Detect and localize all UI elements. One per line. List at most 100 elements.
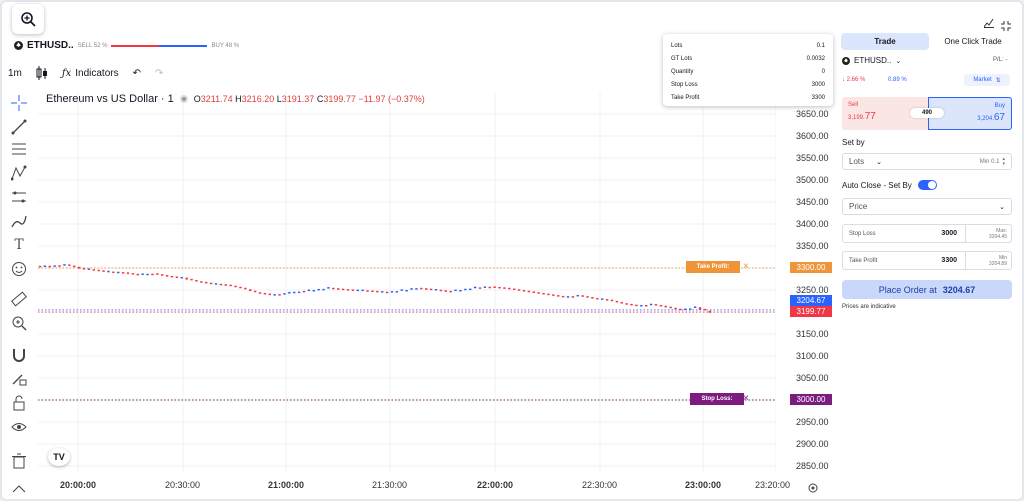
candle (645, 304, 648, 307)
forecast-icon[interactable] (8, 188, 30, 206)
candle (581, 295, 584, 297)
take-profit-close-icon[interactable]: × (743, 261, 749, 272)
candle (288, 291, 291, 294)
candle (244, 287, 247, 290)
stepper-icon[interactable]: ▴ ▾ (1002, 155, 1005, 167)
chart-legend: Ethereum vs US Dollar · 1 O3211.74 H3216… (46, 93, 425, 105)
price-chart[interactable] (38, 92, 776, 472)
ruler-icon[interactable] (8, 290, 30, 308)
fullscreen-icon[interactable] (1001, 18, 1011, 36)
popup-row: GT Lots 0.0032 (671, 55, 825, 62)
place-order-button[interactable]: Place Order at 3204.67 (842, 280, 1012, 299)
lots-label: Lots (849, 157, 865, 166)
crosshair-icon[interactable] (8, 94, 30, 112)
function-icon: ƒx (61, 67, 72, 79)
panel-symbol[interactable]: ETHUSD.. ⌄ (842, 56, 901, 65)
stop-loss-close-icon[interactable]: × (743, 393, 749, 404)
sell-price-main: 3,199. (848, 115, 865, 121)
price-axis-label: 3350.00 (796, 241, 829, 251)
candle (698, 307, 702, 310)
candle (126, 272, 130, 274)
stop-loss-value[interactable]: 3000 (941, 230, 957, 237)
candle (444, 290, 447, 292)
zoom-button[interactable] (12, 4, 44, 34)
pattern-icon[interactable] (8, 164, 30, 182)
brush-icon[interactable] (8, 212, 30, 230)
magnet-icon[interactable] (8, 346, 30, 364)
sell-bar (111, 44, 160, 47)
candle (195, 280, 198, 282)
candle (263, 292, 267, 295)
candle-type-icon[interactable] (36, 66, 48, 80)
candle (469, 288, 472, 291)
chart-type-icon[interactable] (983, 18, 994, 31)
market-button[interactable]: Market ⇅ (964, 74, 1010, 86)
candle (503, 287, 506, 289)
candle (161, 274, 164, 276)
candle (327, 287, 330, 289)
take-profit-value[interactable]: 3300 (941, 257, 957, 264)
trash-icon[interactable] (8, 452, 30, 470)
chart-toolbar: 1m ƒx Indicators ↶ ↷ (8, 64, 163, 82)
lock-icon[interactable] (8, 394, 30, 412)
candle (425, 288, 428, 290)
price-axis[interactable]: 3650.00 3600.00 3550.00 3500.00 3450.00 3400.… (776, 100, 832, 480)
candle (190, 278, 193, 281)
text-icon[interactable]: T (14, 237, 24, 253)
candle (498, 286, 501, 289)
candle (659, 304, 663, 307)
collapse-icon[interactable] (8, 480, 30, 498)
candle (351, 289, 355, 291)
redo-icon[interactable]: ↷ (155, 67, 164, 79)
take-profit-label: Take Profit (849, 257, 878, 264)
candle (449, 290, 452, 293)
take-profit-input[interactable]: Take Profit 3300 Min 3204.89 (842, 251, 1012, 270)
fib-lines-icon[interactable] (8, 140, 30, 158)
magnifier-icon[interactable] (8, 314, 30, 332)
price-axis-label: 3150.00 (796, 329, 829, 339)
stop-loss-input[interactable]: Stop Loss 3000 Max: 3204.45 (842, 224, 1012, 243)
candle (664, 305, 667, 308)
lots-select[interactable]: Lots ⌄ Min 0.1 ▴ ▾ (842, 153, 1012, 170)
stop-loss-order-label[interactable]: Stop Loss: (690, 393, 744, 405)
candle (58, 265, 61, 267)
indicators-button[interactable]: ƒx Indicators (62, 68, 119, 79)
candle (381, 291, 384, 293)
auto-close-row: Auto Close - Set By (842, 180, 937, 190)
price-axis-label: 3450.00 (796, 197, 829, 207)
candle (405, 289, 408, 292)
candle (97, 269, 100, 272)
tab-one-click-trade[interactable]: One Click Trade (944, 37, 1002, 46)
emoji-icon[interactable] (8, 260, 30, 278)
candle (82, 268, 86, 270)
time-axis-label: 20:30:00 (165, 480, 201, 490)
drawing-toolbar: T (8, 92, 32, 493)
tradingview-logo-icon[interactable]: TV (48, 448, 70, 466)
auto-close-label: Auto Close - Set By (842, 180, 912, 190)
candle (390, 291, 394, 293)
time-axis[interactable]: 20:00:00 20:30:00 21:00:00 21:30:00 22:00:00… (38, 480, 818, 494)
eye-icon[interactable] (8, 418, 30, 436)
candle (317, 288, 320, 291)
trend-line-icon[interactable] (8, 118, 30, 136)
tab-trade[interactable]: Trade (841, 33, 929, 50)
visibility-dot-icon[interactable] (179, 95, 188, 103)
candle (620, 302, 623, 304)
lock-drawing-icon[interactable] (8, 370, 30, 388)
take-profit-order-label[interactable]: Take Profit: (686, 261, 740, 273)
interval-button[interactable]: 1m (8, 67, 22, 79)
auto-close-toggle[interactable] (917, 180, 937, 190)
candle (630, 303, 633, 306)
price-select[interactable]: Price ⌄ (842, 198, 1012, 215)
candle (591, 297, 594, 299)
ohlc-values: O3211.74 H3216.20 L3191.37 C3199.77 −11.… (193, 94, 425, 104)
panel-symbol-name: ETHUSD.. (854, 56, 892, 65)
candle (87, 268, 91, 270)
undo-icon[interactable]: ↶ (132, 67, 141, 79)
change-value: −11.97 (−0.37%) (358, 94, 425, 104)
price-axis-label: 3400.00 (796, 219, 829, 229)
symbol-bar: ETHUSD.. SELL 52 % BUY 48 % (14, 40, 239, 51)
swap-icon: ⇅ (995, 77, 1001, 84)
settings-icon[interactable] (808, 480, 818, 498)
